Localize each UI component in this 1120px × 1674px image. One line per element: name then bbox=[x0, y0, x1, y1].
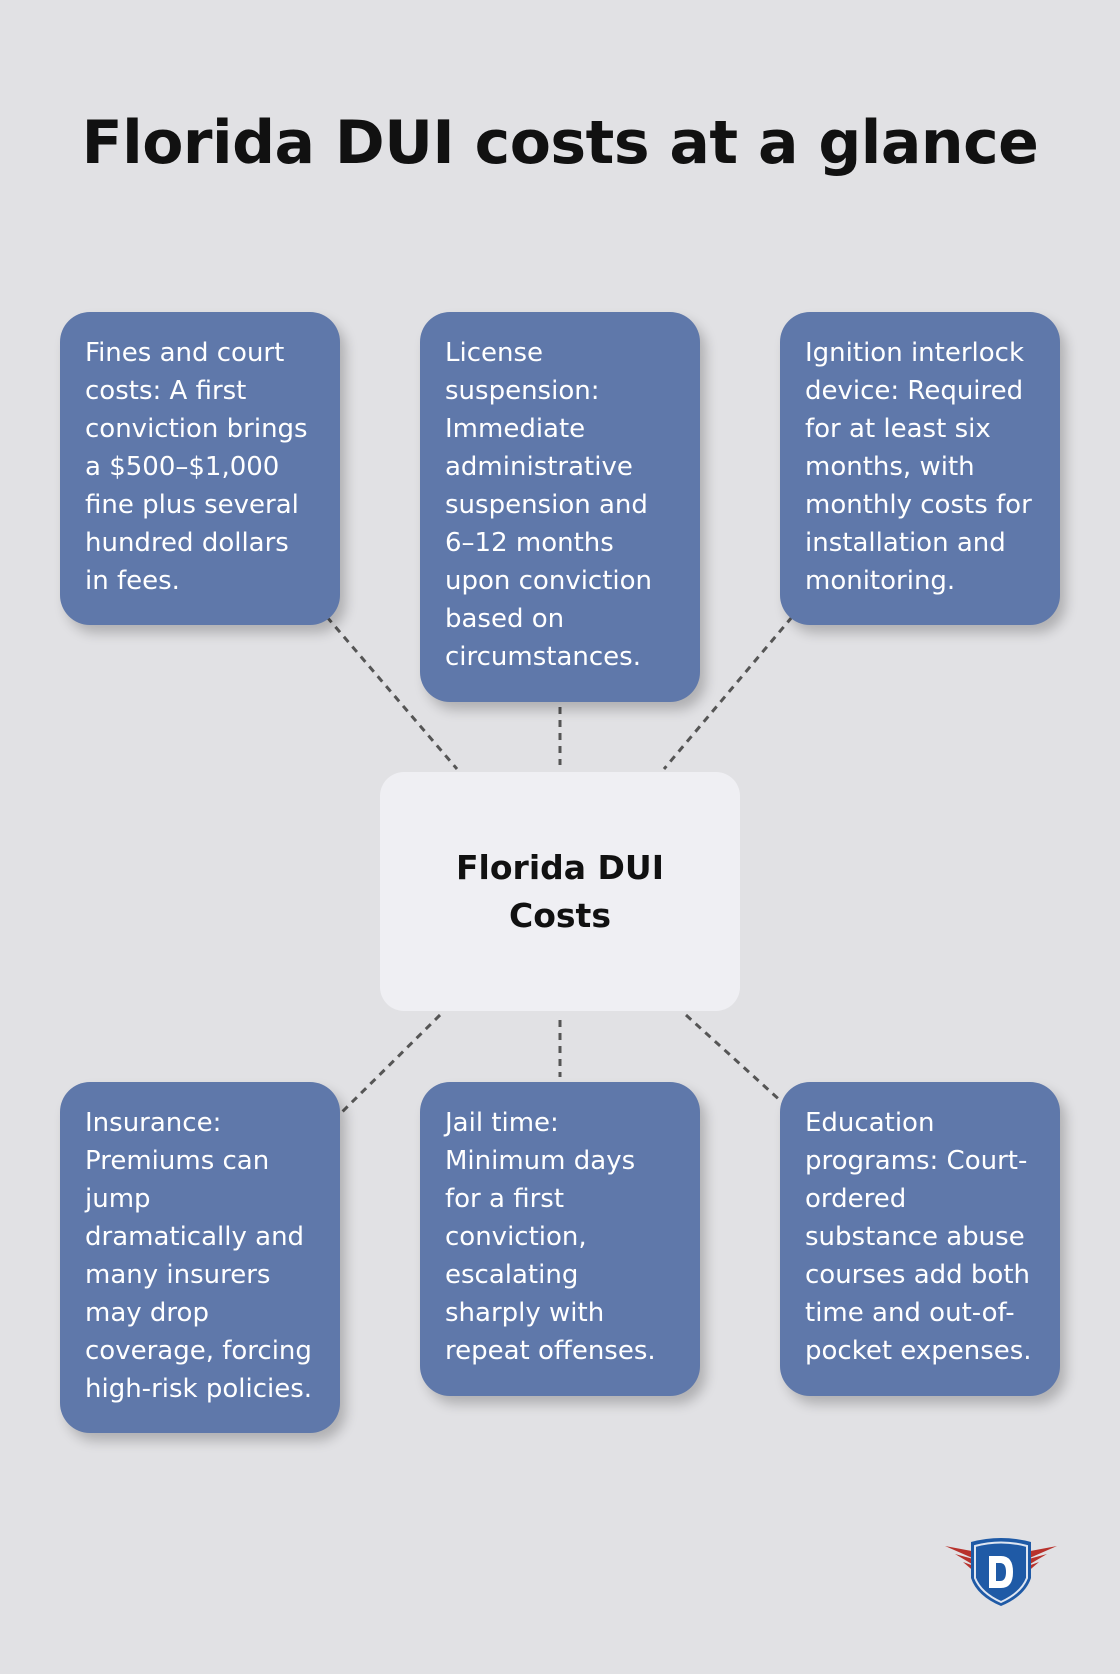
card-line: installation and bbox=[805, 528, 1006, 558]
card-line: Minimum days bbox=[445, 1146, 636, 1176]
card-line: circumstances. bbox=[445, 642, 641, 672]
card-line: upon conviction bbox=[445, 566, 653, 596]
card-line: fine plus several bbox=[85, 490, 299, 520]
card-line: Immediate bbox=[445, 414, 586, 444]
center-node: Florida DUI Costs bbox=[380, 772, 740, 1011]
card-line: repeat offenses. bbox=[445, 1336, 656, 1366]
card-line: suspension and bbox=[445, 490, 648, 520]
card-line: may drop bbox=[85, 1298, 209, 1328]
card-line: substance abuse bbox=[805, 1222, 1025, 1252]
card-line: for at least six bbox=[805, 414, 991, 444]
card-line: pocket expenses. bbox=[805, 1336, 1032, 1366]
card-line: dramatically and bbox=[85, 1222, 305, 1252]
connector-line bbox=[338, 1013, 442, 1116]
card-line: Insurance: bbox=[85, 1108, 222, 1138]
card-line: 6–12 months bbox=[445, 528, 614, 558]
card-line: jump bbox=[85, 1184, 151, 1214]
card-line: programs: Court- bbox=[805, 1146, 1028, 1176]
card-ignition: Ignition interlock device: Required for … bbox=[780, 312, 1060, 625]
shield-logo-icon bbox=[945, 1538, 1057, 1606]
card-line: hundred dollars bbox=[85, 528, 289, 558]
card-line: months, with bbox=[805, 452, 975, 482]
card-line: sharply with bbox=[445, 1298, 605, 1328]
card-line: time and out-of- bbox=[805, 1298, 1015, 1328]
card-insurance: Insurance: Premiums can jump dramaticall… bbox=[60, 1082, 340, 1433]
card-education: Education programs: Court- ordered subst… bbox=[780, 1082, 1060, 1396]
card-line: monthly costs for bbox=[805, 490, 1032, 520]
card-line: suspension: bbox=[445, 376, 600, 406]
card-line: ordered bbox=[805, 1184, 907, 1214]
card-line: administrative bbox=[445, 452, 633, 482]
card-line: based on bbox=[445, 604, 565, 634]
card-line: high-risk policies. bbox=[85, 1374, 313, 1404]
card-line: costs: A first bbox=[85, 376, 247, 406]
card-line: for a first bbox=[445, 1184, 565, 1214]
card-line: a $500–$1,000 bbox=[85, 452, 280, 482]
card-line: coverage, forcing bbox=[85, 1336, 312, 1366]
card-line: Fines and court bbox=[85, 338, 285, 368]
card-line: device: Required bbox=[805, 376, 1024, 406]
card-line: License bbox=[445, 338, 544, 368]
card-line: courses add both bbox=[805, 1260, 1031, 1290]
card-line: conviction, bbox=[445, 1222, 587, 1252]
card-jail: Jail time: Minimum days for a first conv… bbox=[420, 1082, 700, 1396]
card-line: in fees. bbox=[85, 566, 180, 596]
page-title: Florida DUI costs at a glance bbox=[81, 108, 1039, 178]
connector-line bbox=[684, 1013, 785, 1105]
card-line: Premiums can bbox=[85, 1146, 270, 1176]
card-line: escalating bbox=[445, 1260, 579, 1290]
card-license: License suspension: Immediate administra… bbox=[420, 312, 700, 702]
center-line: Florida DUI bbox=[456, 847, 664, 887]
card-line: monitoring. bbox=[805, 566, 956, 596]
card-line: conviction brings bbox=[85, 414, 308, 444]
card-line: Jail time: bbox=[445, 1108, 559, 1138]
card-line: Education bbox=[805, 1108, 935, 1138]
center-line: Costs bbox=[509, 895, 611, 935]
card-line: many insurers bbox=[85, 1260, 271, 1290]
card-fines: Fines and court costs: A first convictio… bbox=[60, 312, 340, 625]
card-line: Ignition interlock bbox=[805, 338, 1025, 368]
